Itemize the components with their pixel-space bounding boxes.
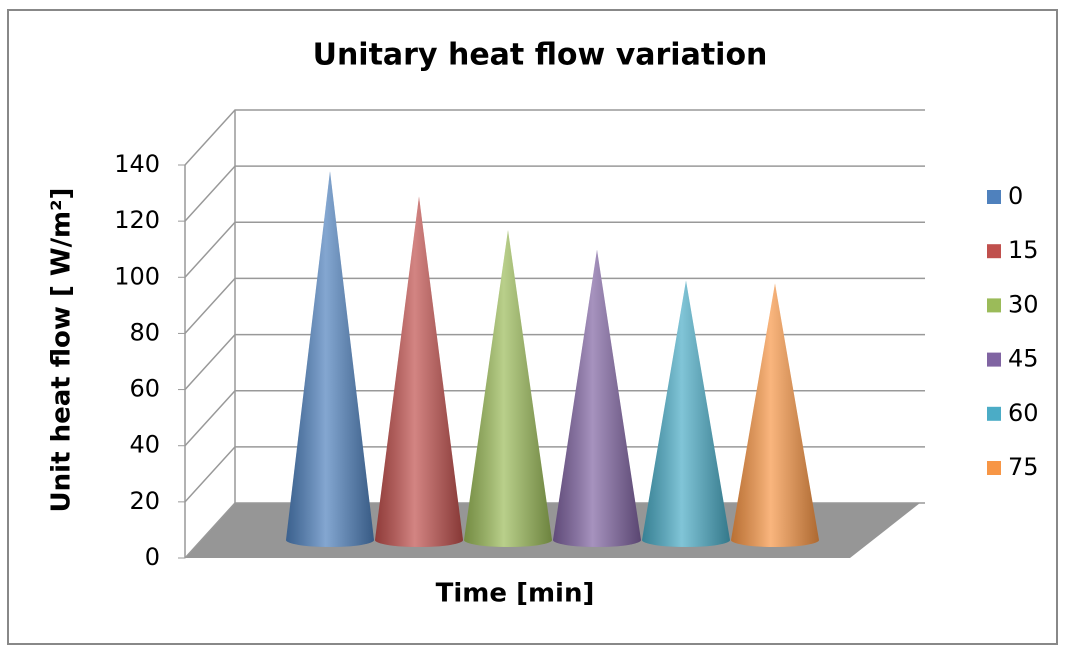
- x-axis-title: Time [min]: [436, 579, 595, 609]
- legend-swatch: [987, 244, 1001, 259]
- cone-shade: [464, 230, 552, 547]
- legend-swatch: [987, 190, 1001, 204]
- cone-shade: [731, 283, 819, 547]
- y-tick-label: 0: [145, 543, 160, 571]
- legend-swatch: [987, 298, 1001, 313]
- cone-shade: [642, 280, 730, 547]
- y-tick-label: 140: [114, 150, 160, 178]
- y-tick-label: 40: [129, 431, 160, 459]
- grid-line: [184, 221, 925, 278]
- y-tick-label: 100: [114, 262, 160, 290]
- legend-label: 75: [1008, 453, 1039, 481]
- y-tick-label: 80: [129, 318, 160, 346]
- chart-title: Unitary heat flow variation: [313, 38, 768, 73]
- cone-shade: [286, 171, 374, 547]
- grid-line: [184, 109, 925, 166]
- chart-border: [7, 9, 1058, 645]
- grid-line: [184, 165, 925, 222]
- legend-swatch: [987, 461, 1001, 475]
- y-tick-label: 60: [129, 375, 160, 403]
- grid-line: [184, 277, 925, 334]
- grid-line: [184, 333, 925, 391]
- legend-label: 60: [1008, 399, 1039, 427]
- grid-line: [184, 389, 925, 447]
- cone-shade: [553, 249, 641, 548]
- legend-label: 15: [1008, 236, 1039, 264]
- legend-swatch: [987, 406, 1001, 421]
- legend-swatch: [987, 352, 1001, 367]
- legend-label: 0: [1008, 182, 1023, 210]
- y-axis-title: Unit heat flow [ W/m²]: [47, 188, 77, 513]
- cone-shade: [375, 196, 463, 547]
- y-tick-label: 120: [114, 206, 160, 234]
- legend-label: 30: [1008, 290, 1039, 318]
- legend-label: 45: [1008, 345, 1039, 373]
- y-tick-label: 20: [129, 487, 160, 515]
